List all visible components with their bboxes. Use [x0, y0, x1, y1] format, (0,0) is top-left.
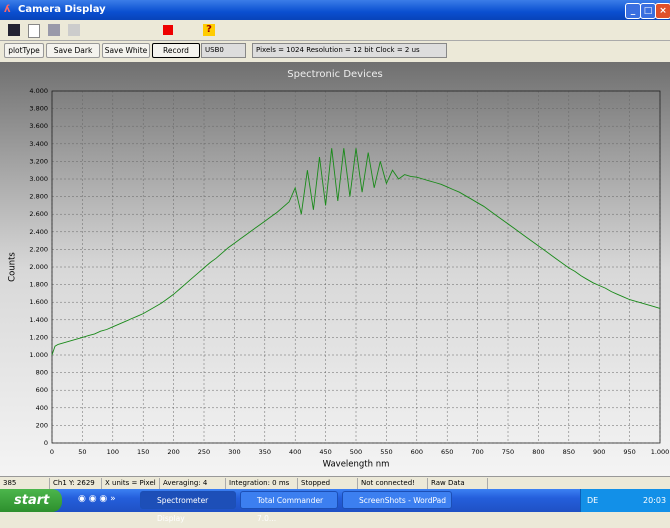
chart: Spectronic Devices Wavelength nm Counts … — [0, 62, 670, 476]
status-field: Stopped — [298, 478, 358, 489]
quick-launch[interactable]: ◉ ◉ ◉ » — [78, 494, 116, 504]
y-axis-label: Counts — [8, 252, 18, 282]
y-tick-label: 3.200 — [29, 157, 48, 165]
status-field: Raw Data — [428, 478, 488, 489]
tool-icon[interactable] — [48, 24, 60, 36]
app-icon: ʎ — [4, 4, 11, 15]
x-tick-label: 800 — [532, 448, 544, 456]
y-tick-label: 2.400 — [29, 228, 48, 236]
x-tick-label: 600 — [411, 448, 423, 456]
x-tick-label: 500 — [350, 448, 362, 456]
stop-icon[interactable] — [163, 25, 173, 35]
x-tick-label: 350 — [259, 448, 271, 456]
taskbar: start ◉ ◉ ◉ » Spectrometer Display Total… — [0, 489, 670, 523]
y-tick-label: 3.800 — [29, 105, 48, 113]
task-item[interactable]: Total Commander 7.0... — [240, 491, 338, 523]
button[interactable]: Save White — [102, 43, 150, 58]
y-tick-label: 1.600 — [29, 298, 48, 306]
help-icon[interactable]: ? — [203, 24, 215, 36]
button[interactable]: Save Dark — [46, 43, 100, 58]
status-field: Ch1 Y: 2629 — [50, 478, 102, 489]
y-tick-label: 4.000 — [29, 87, 48, 95]
x-tick-label: 850 — [563, 448, 575, 456]
spectrum-line — [51, 148, 661, 356]
task-item[interactable]: ScreenShots - WordPad — [342, 491, 452, 509]
x-tick-label: 1.000 — [651, 448, 670, 456]
clock: 20:03 — [643, 496, 667, 505]
x-tick-label: 900 — [593, 448, 605, 456]
y-tick-label: 2.200 — [29, 245, 48, 253]
minimize[interactable]: _ — [625, 3, 641, 19]
plot-frame — [51, 90, 661, 444]
toolbar: ? — [0, 20, 670, 41]
window-title: Camera Display — [18, 4, 106, 15]
y-tick-label: 600 — [36, 386, 48, 394]
y-tick-label: 3.600 — [29, 122, 48, 130]
close[interactable]: × — [655, 3, 670, 19]
maximize[interactable]: □ — [640, 3, 656, 19]
button[interactable]: plotType — [4, 43, 44, 58]
x-tick-label: 200 — [167, 448, 179, 456]
chart-title: Spectronic Devices — [287, 69, 382, 80]
device-field: USB0 — [201, 43, 246, 58]
y-tick-label: 400 — [36, 404, 48, 412]
title-bar: ʎ Camera Display _ □ × — [0, 0, 670, 20]
x-tick-label: 400 — [289, 448, 301, 456]
status-field: Averaging: 4 — [160, 478, 226, 489]
x-tick-label: 0 — [50, 448, 54, 456]
y-tick-label: 2.600 — [29, 210, 48, 218]
x-tick-label: 700 — [471, 448, 483, 456]
y-tick-label: 0 — [44, 439, 48, 447]
x-tick-label: 450 — [319, 448, 331, 456]
button[interactable]: Record — [152, 43, 200, 58]
y-tick-label: 1.800 — [29, 281, 48, 289]
settings-icon[interactable] — [68, 24, 80, 36]
x-tick-label: 250 — [198, 448, 210, 456]
doc-icon[interactable] — [28, 24, 40, 38]
start-button[interactable]: start — [0, 489, 62, 512]
y-tick-label: 200 — [36, 421, 48, 429]
button-row: plotType Save Dark Save White Record USB… — [0, 41, 670, 59]
status-field: Not connected! — [358, 478, 428, 489]
y-tick-label: 1.000 — [29, 351, 48, 359]
y-tick-label: 2.800 — [29, 193, 48, 201]
y-tick-label: 3.000 — [29, 175, 48, 183]
x-tick-label: 650 — [441, 448, 453, 456]
tray: DE 20:03 — [580, 489, 670, 512]
y-tick-label: 1.400 — [29, 316, 48, 324]
y-tick-label: 1.200 — [29, 333, 48, 341]
y-tick-label: 3.400 — [29, 140, 48, 148]
y-tick-label: 800 — [36, 369, 48, 377]
save-icon[interactable] — [8, 24, 20, 36]
x-tick-label: 150 — [137, 448, 149, 456]
language: DE — [587, 496, 599, 505]
info-field: Pixels = 1024 Resolution = 12 bit Clock … — [252, 43, 447, 58]
x-tick-label: 750 — [502, 448, 514, 456]
x-tick-label: 950 — [623, 448, 635, 456]
task-item[interactable]: Spectrometer Display — [140, 491, 236, 523]
x-tick-label: 100 — [107, 448, 119, 456]
status-field: 385 — [0, 478, 50, 489]
x-tick-label: 550 — [380, 448, 392, 456]
y-tick-label: 2.000 — [29, 263, 48, 271]
x-tick-label: 50 — [78, 448, 86, 456]
status-field: Integration: 0 ms — [226, 478, 298, 489]
x-tick-label: 300 — [228, 448, 240, 456]
status-field: X units = Pixel — [102, 478, 160, 489]
x-axis-label: Wavelength nm — [323, 460, 390, 470]
status-bar: 385 Ch1 Y: 2629 X units = Pixel Averaging: … — [0, 476, 670, 490]
chart-background — [0, 62, 670, 476]
